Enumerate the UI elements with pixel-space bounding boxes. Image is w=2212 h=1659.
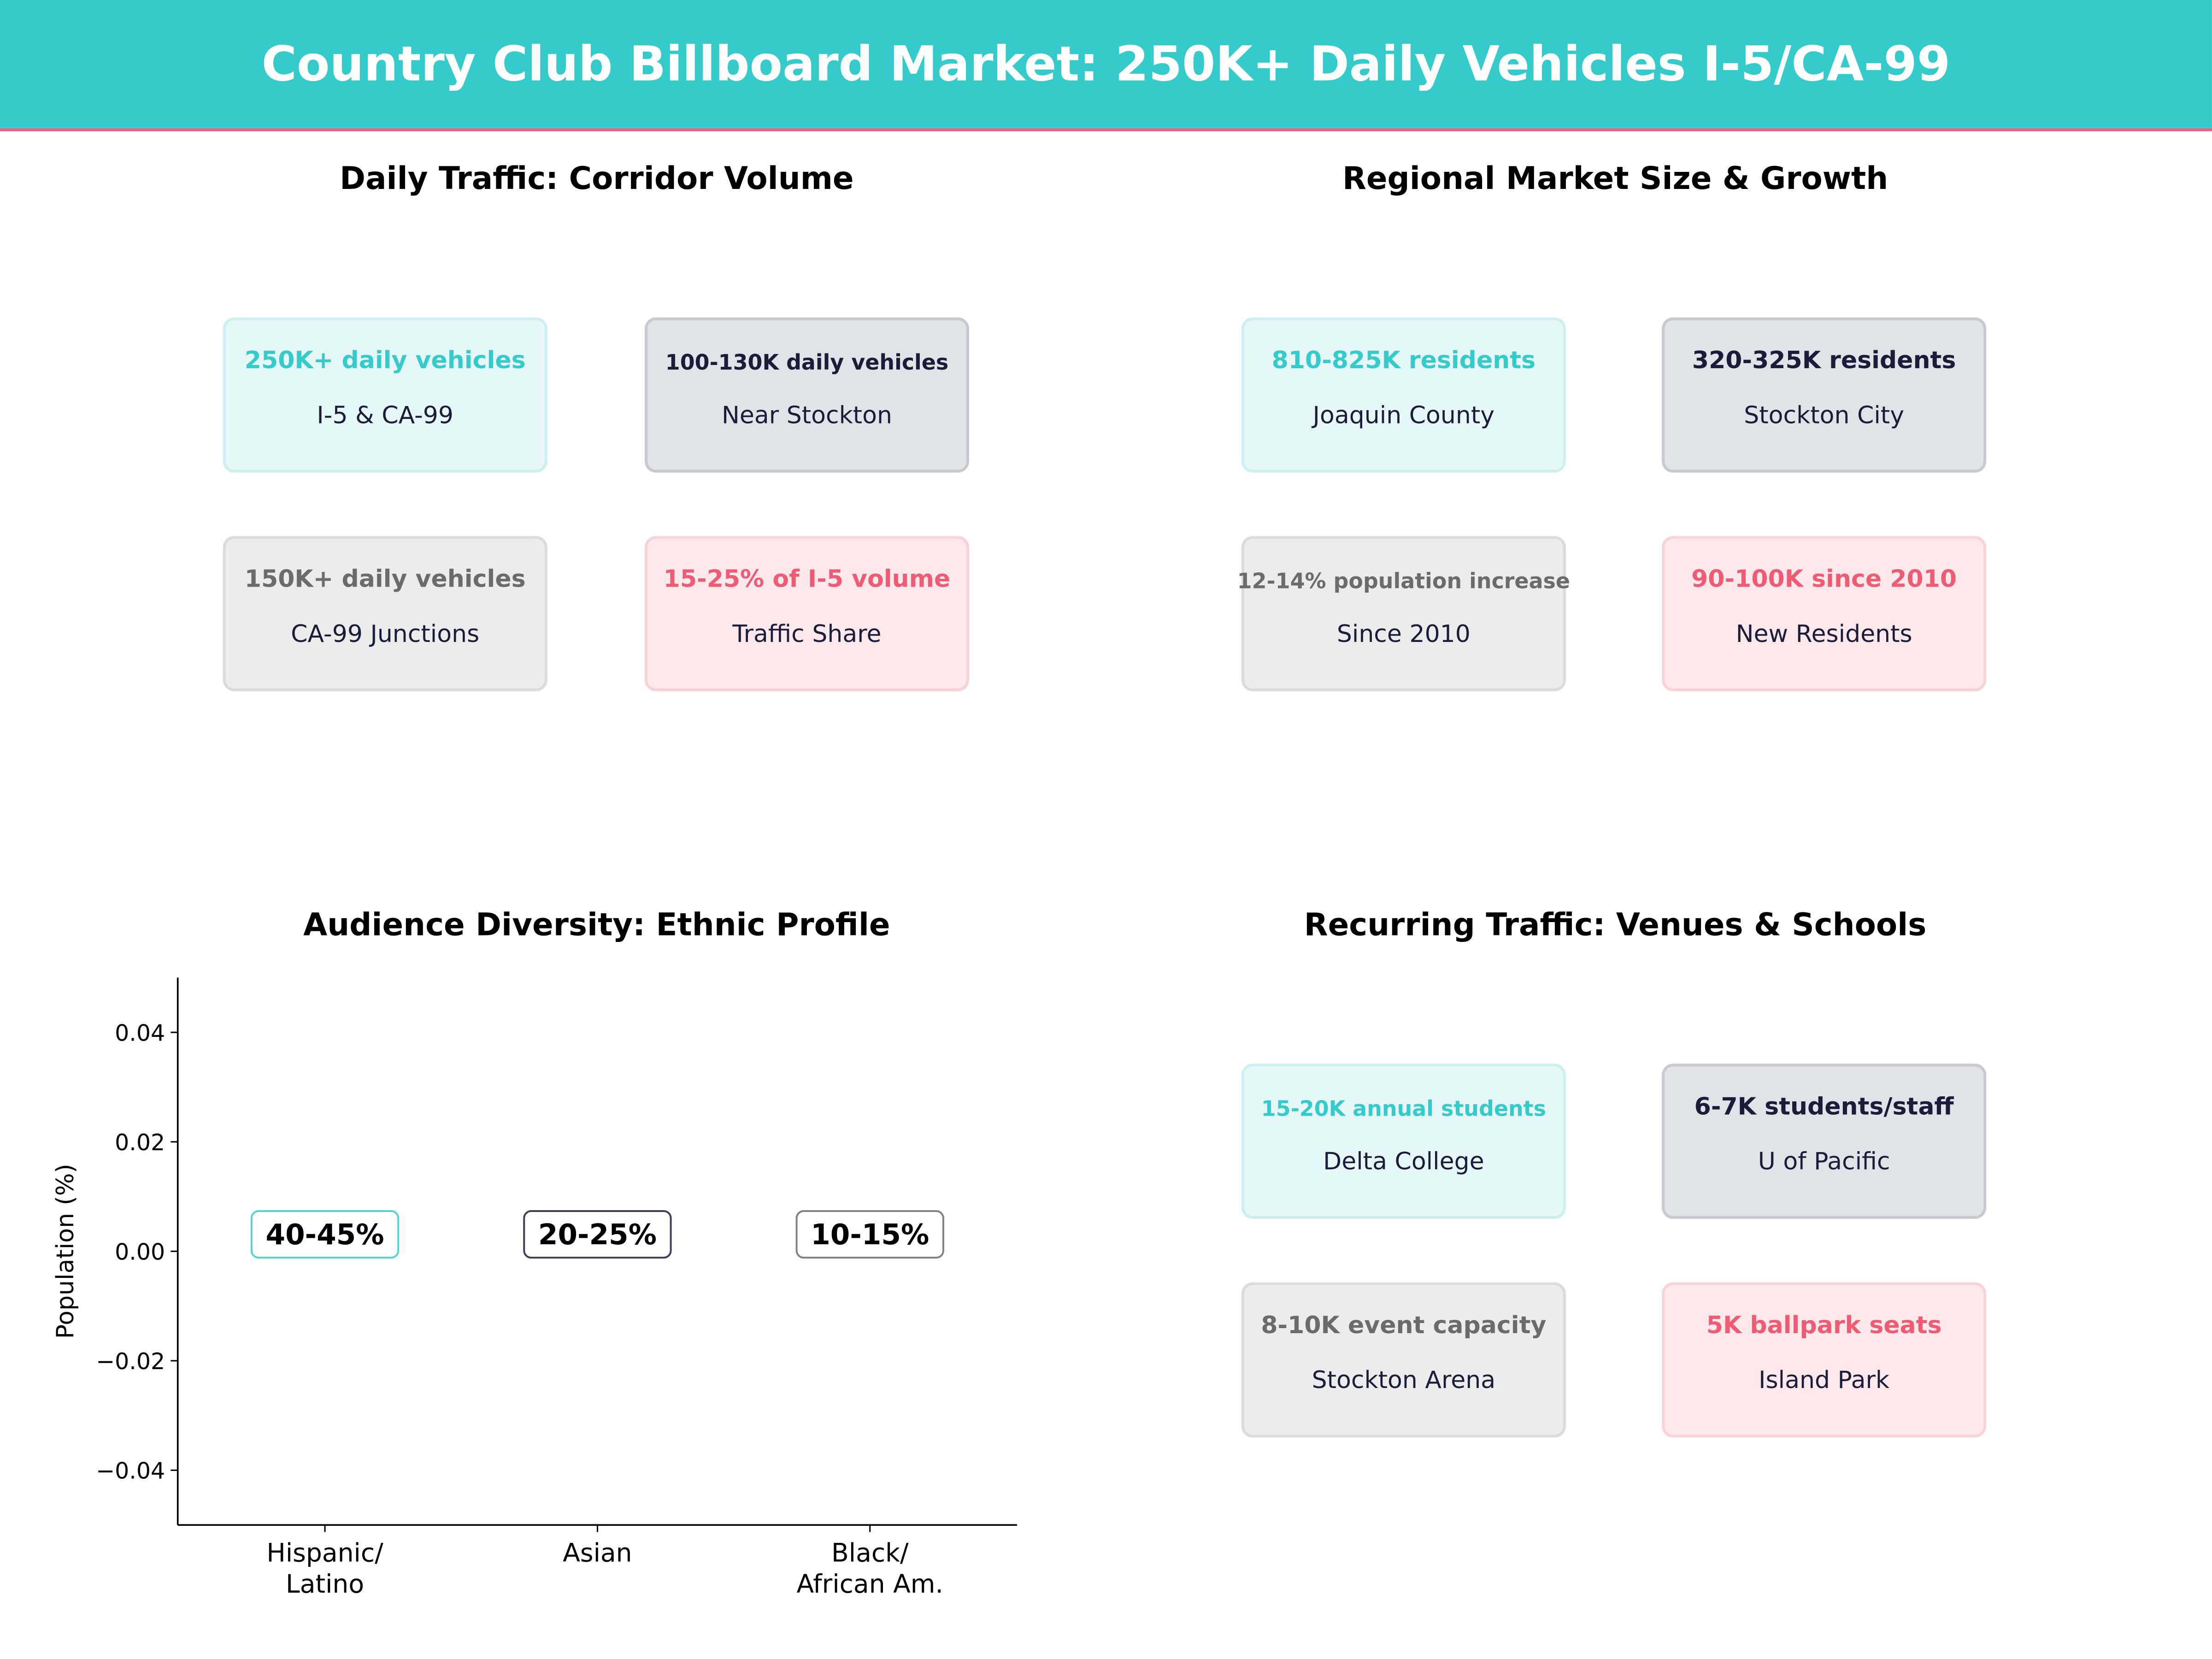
- stat-card: 15-25% of I-5 volume Traffic Share: [644, 536, 970, 691]
- x-tick-label: Black/African Am.: [797, 1538, 943, 1599]
- stat-label: Traffic Share: [732, 620, 882, 649]
- market-panel-title: Regional Market Size & Growth: [1342, 162, 1888, 198]
- stat-card: 250K+ daily vehicles I-5 & CA-99: [223, 317, 547, 473]
- data-label: 10-15%: [811, 1218, 929, 1251]
- stat-value: 320-325K residents: [1692, 347, 1956, 376]
- data-label-box: [795, 1210, 944, 1259]
- stat-value: 250K+ daily vehicles: [244, 347, 526, 376]
- stat-label: Since 2010: [1336, 620, 1471, 649]
- stat-card: 8-10K event capacity Stockton Arena: [1241, 1282, 1566, 1438]
- stat-label: Stockton City: [1744, 402, 1905, 430]
- stat-value: 8-10K event capacity: [1261, 1312, 1547, 1341]
- stat-value: 150K+ daily vehicles: [244, 565, 526, 594]
- y-axis-label: Population (%): [52, 1164, 79, 1339]
- stat-card: 810-825K residents Joaquin County: [1241, 317, 1566, 473]
- stat-label: U of Pacific: [1758, 1148, 1890, 1177]
- x-tick-label: Hispanic/Latino: [266, 1538, 383, 1599]
- stat-label: New Residents: [1735, 620, 1912, 649]
- stat-value: 810-825K residents: [1271, 347, 1536, 376]
- y-tick-label: 0.02: [115, 1130, 165, 1156]
- stat-card: 15-20K annual students Delta College: [1241, 1064, 1566, 1219]
- data-label: 20-25%: [538, 1218, 657, 1251]
- data-label: 40-45%: [265, 1218, 384, 1251]
- stat-label: Near Stockton: [721, 402, 893, 430]
- stat-card: 6-7K students/staff U of Pacific: [1662, 1064, 1987, 1219]
- y-tick-label: 0.00: [115, 1239, 165, 1265]
- stat-label: Island Park: [1759, 1367, 1890, 1395]
- stat-card: 12-14% population increase Since 2010: [1237, 536, 1570, 691]
- y-tick-label: −0.02: [96, 1348, 165, 1375]
- chart-title: Audience Diversity: Ethnic Profile: [303, 908, 890, 944]
- y-tick-label: 0.04: [115, 1020, 165, 1047]
- stat-card: 100-130K daily vehicles Near Stockton: [644, 317, 970, 473]
- stat-value: 15-25% of I-5 volume: [663, 565, 951, 594]
- venues-panel-title: Recurring Traffic: Venues & Schools: [1304, 908, 1927, 944]
- y-tick-label: −0.04: [96, 1458, 165, 1484]
- stat-value: 100-130K daily vehicles: [665, 350, 949, 376]
- stat-card: 150K+ daily vehicles CA-99 Junctions: [223, 536, 547, 691]
- data-label-box: [523, 1210, 672, 1259]
- stat-card: 90-100K since 2010 New Residents: [1662, 536, 1987, 691]
- stat-card: 320-325K residents Stockton City: [1662, 317, 1987, 473]
- stat-label: Stockton Arena: [1312, 1367, 1496, 1395]
- data-label-box: [250, 1210, 400, 1259]
- stat-value: 90-100K since 2010: [1691, 565, 1957, 594]
- page-title: Country Club Billboard Market: 250K+ Dai…: [261, 36, 1951, 93]
- stat-value: 15-20K annual students: [1261, 1096, 1546, 1122]
- header-banner: Country Club Billboard Market: 250K+ Dai…: [0, 0, 2212, 131]
- stat-value: 12-14% population increase: [1237, 568, 1571, 594]
- stat-value: 5K ballpark seats: [1706, 1312, 1942, 1341]
- stat-label: Delta College: [1323, 1148, 1484, 1177]
- stat-label: CA-99 Junctions: [291, 620, 480, 649]
- stat-value: 6-7K students/staff: [1694, 1093, 1954, 1122]
- stat-label: Joaquin County: [1312, 402, 1495, 430]
- traffic-panel-title: Daily Traffic: Corridor Volume: [340, 162, 854, 198]
- x-tick-label: Asian: [563, 1538, 632, 1568]
- stat-card: 5K ballpark seats Island Park: [1662, 1282, 1987, 1438]
- stat-label: I-5 & CA-99: [317, 402, 454, 430]
